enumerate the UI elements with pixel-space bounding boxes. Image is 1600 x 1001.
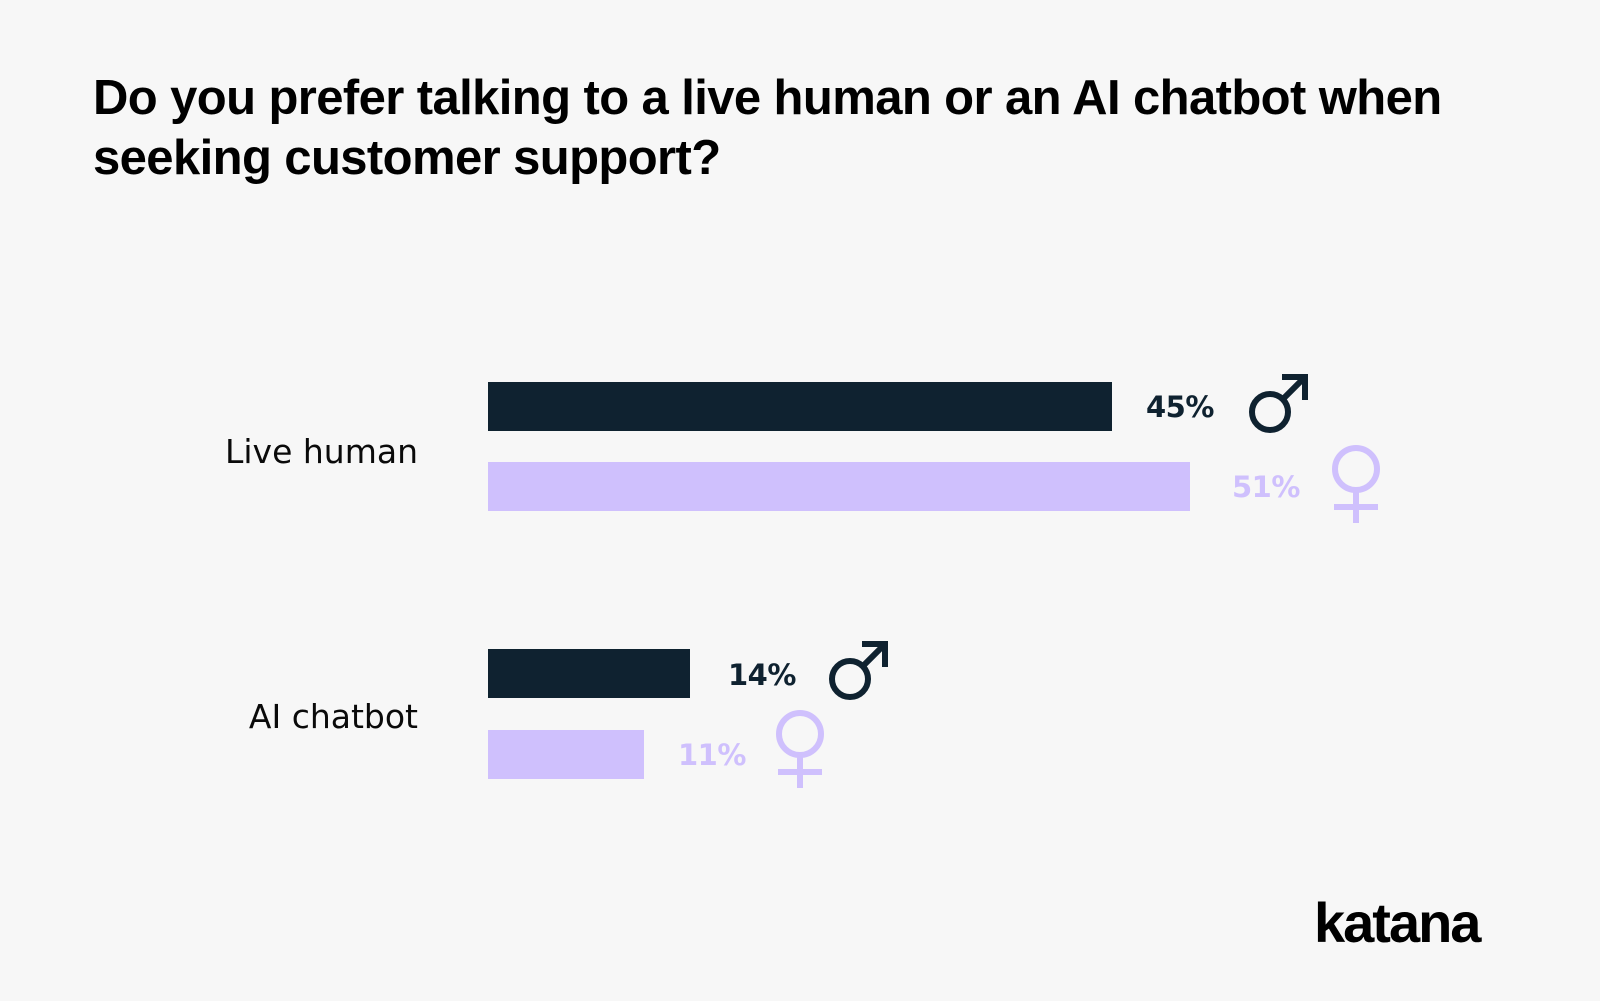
category-label-ai-chatbot: AI chatbot <box>248 697 418 736</box>
value-ai-chatbot-female: 11% <box>678 738 746 772</box>
chart-title: Do you prefer talking to a live human or… <box>93 71 1442 185</box>
bar-live-human-female <box>488 462 1190 511</box>
female-symbol-icon <box>1332 445 1380 523</box>
female-symbol-icon <box>776 710 824 788</box>
bar-ai-chatbot-male <box>488 649 690 698</box>
katana-logo: katana <box>1314 891 1481 954</box>
value-live-human-female: 51% <box>1232 470 1300 504</box>
category-label-live-human: Live human <box>225 432 418 471</box>
bar-ai-chatbot-female <box>488 730 644 779</box>
value-ai-chatbot-male: 14% <box>728 658 796 692</box>
male-symbol-icon <box>829 641 888 700</box>
value-live-human-male: 45% <box>1146 390 1214 424</box>
male-symbol-icon <box>1249 374 1308 433</box>
bar-live-human-male <box>488 382 1112 431</box>
